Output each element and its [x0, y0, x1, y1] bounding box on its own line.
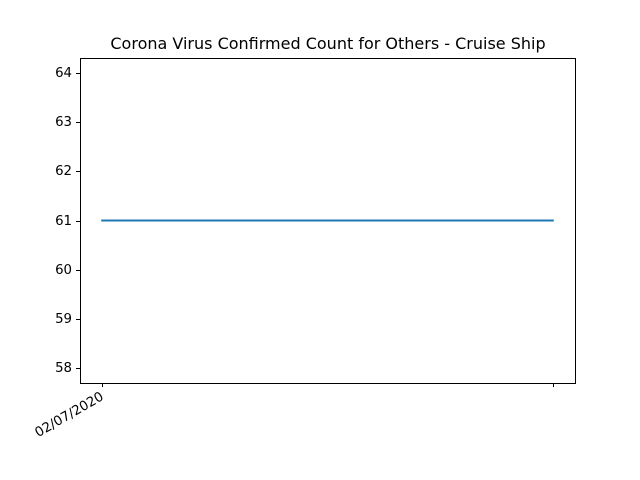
y-tick-label-2: 60 — [55, 263, 72, 278]
data-point-0-1 — [551, 219, 554, 222]
y-tick-label-3: 61 — [55, 214, 72, 229]
x-tick-label-0: 02/07/2020 — [33, 389, 107, 440]
y-tick-label-4: 62 — [55, 164, 72, 179]
y-tick-label-6: 64 — [55, 66, 72, 81]
y-tick-label-5: 63 — [55, 115, 72, 130]
axes-frame — [80, 58, 576, 384]
chart-title: Corona Virus Confirmed Count for Others … — [110, 34, 545, 53]
y-tick-label-1: 59 — [55, 312, 72, 327]
plot-area: 58 59 60 61 62 63 64 02/07/2020 — [33, 66, 554, 441]
data-point-0-0 — [101, 219, 104, 222]
y-tick-label-0: 58 — [55, 361, 72, 376]
